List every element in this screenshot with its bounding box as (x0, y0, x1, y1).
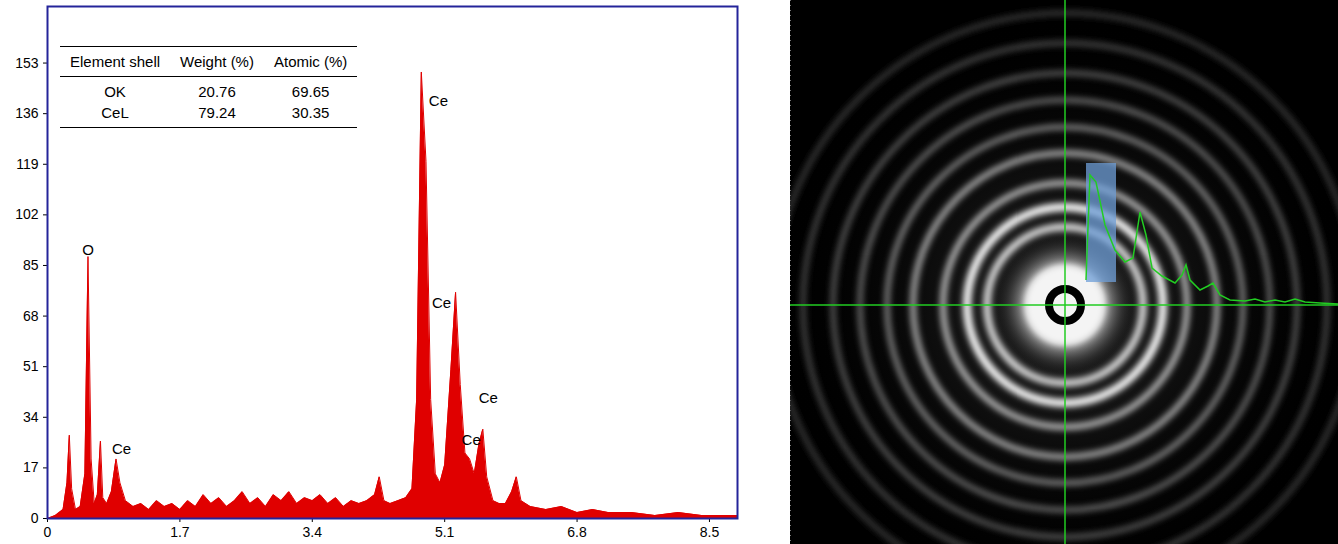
svg-text:Ce: Ce (429, 92, 448, 109)
svg-text:0: 0 (44, 524, 52, 540)
svg-text:17: 17 (23, 459, 39, 475)
svg-text:3.4: 3.4 (303, 524, 323, 540)
svg-text:119: 119 (16, 156, 39, 172)
svg-text:85: 85 (23, 257, 39, 273)
svg-text:Ce: Ce (112, 440, 131, 457)
html-text:OK: OK (104, 83, 126, 100)
svg-text:Ce: Ce (432, 294, 451, 311)
svg-text:102: 102 (15, 206, 39, 222)
svg-text:6.8: 6.8 (567, 524, 587, 540)
svg-text:34: 34 (23, 409, 39, 425)
svg-text:1.7: 1.7 (170, 524, 190, 540)
html-text:79.24: 79.24 (198, 104, 236, 121)
svg-text:8.5: 8.5 (700, 524, 720, 540)
svg-text:0: 0 (31, 510, 39, 526)
svg-text:5.1: 5.1 (435, 524, 455, 540)
svg-text:51: 51 (23, 358, 39, 374)
svg-text:68: 68 (23, 308, 39, 324)
svg-text:153: 153 (15, 55, 39, 71)
html-text:Element shell: Element shell (70, 53, 160, 70)
html-text:20.76: 20.76 (198, 83, 236, 100)
svg-text:Ce: Ce (462, 431, 481, 448)
html-text:CeL: CeL (101, 104, 129, 121)
html-text:30.35: 30.35 (291, 104, 330, 121)
svg-text:Ce: Ce (479, 389, 498, 406)
html-text:Atomic (%): Atomic (%) (274, 53, 348, 70)
svg-text:136: 136 (15, 105, 39, 121)
html-text:Weight (%): Weight (%) (180, 53, 254, 70)
svg-text:O: O (82, 241, 94, 258)
html-text:69.65: 69.65 (291, 83, 330, 100)
